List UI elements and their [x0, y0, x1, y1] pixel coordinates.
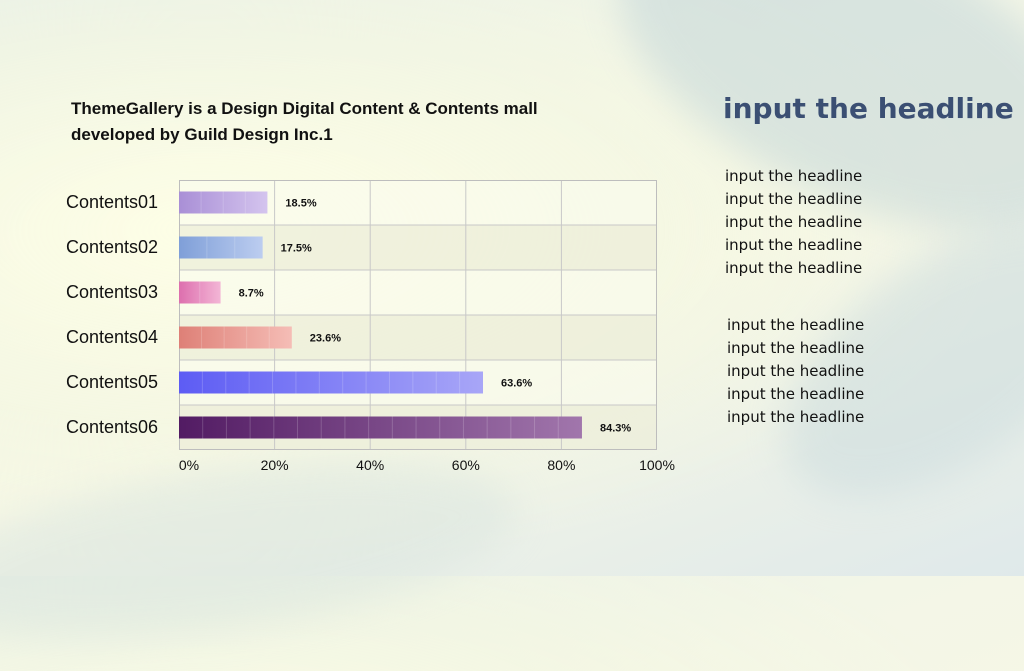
- bar-contents05: [179, 371, 484, 394]
- bar-contents04: [179, 326, 292, 349]
- category-label: Contents02: [66, 236, 159, 257]
- list-item: input the headline: [725, 213, 863, 231]
- bar-contents02: [179, 236, 263, 259]
- list-item: input the headline: [725, 190, 863, 208]
- x-tick-label: 20%: [260, 457, 289, 473]
- list-item: input the headline: [725, 259, 863, 277]
- headline-list-1: input the headline input the headline in…: [725, 165, 862, 280]
- list-item: input the headline: [725, 236, 863, 254]
- list-item: input the headline: [727, 362, 865, 380]
- row-band: [179, 270, 657, 315]
- category-label: Contents05: [66, 371, 159, 392]
- x-tick-label: 0%: [178, 457, 200, 473]
- subtitle-line-2: developed by Guild Design Inc.1: [71, 125, 333, 144]
- bar-chart: 18.5% 17.5% 8.7% 23.6% 63.6% 84.3%: [179, 180, 657, 450]
- x-tick-label: 80%: [547, 457, 576, 473]
- bar-contents03: [179, 281, 221, 304]
- data-label: 63.6%: [501, 378, 532, 390]
- x-tick-label: 100%: [639, 457, 675, 473]
- list-item: input the headline: [727, 316, 865, 334]
- data-label: 8.7%: [239, 288, 264, 300]
- x-tick-label: 60%: [451, 457, 480, 473]
- chart-subtitle: ThemeGallery is a Design Digital Content…: [71, 96, 631, 148]
- data-label: 23.6%: [310, 333, 341, 345]
- x-tick-label: 40%: [356, 457, 385, 473]
- category-label: Contents06: [66, 416, 159, 437]
- bar-contents06: [179, 416, 582, 439]
- plot-border: [179, 180, 657, 450]
- category-label: Contents03: [66, 281, 159, 302]
- bar-contents01: [179, 191, 268, 214]
- list-item: input the headline: [727, 385, 865, 403]
- list-item: input the headline: [725, 167, 863, 185]
- subtitle-line-1: ThemeGallery is a Design Digital Content…: [71, 99, 538, 118]
- category-label: Contents01: [66, 191, 159, 212]
- list-item: input the headline: [727, 408, 865, 426]
- headline: input the headline: [723, 92, 1014, 125]
- data-label: 17.5%: [281, 243, 312, 255]
- data-label: 18.5%: [285, 198, 316, 210]
- category-label: Contents04: [66, 326, 159, 347]
- headline-list-2: input the headline input the headline in…: [727, 314, 864, 429]
- list-item: input the headline: [727, 339, 865, 357]
- data-label: 84.3%: [600, 423, 631, 435]
